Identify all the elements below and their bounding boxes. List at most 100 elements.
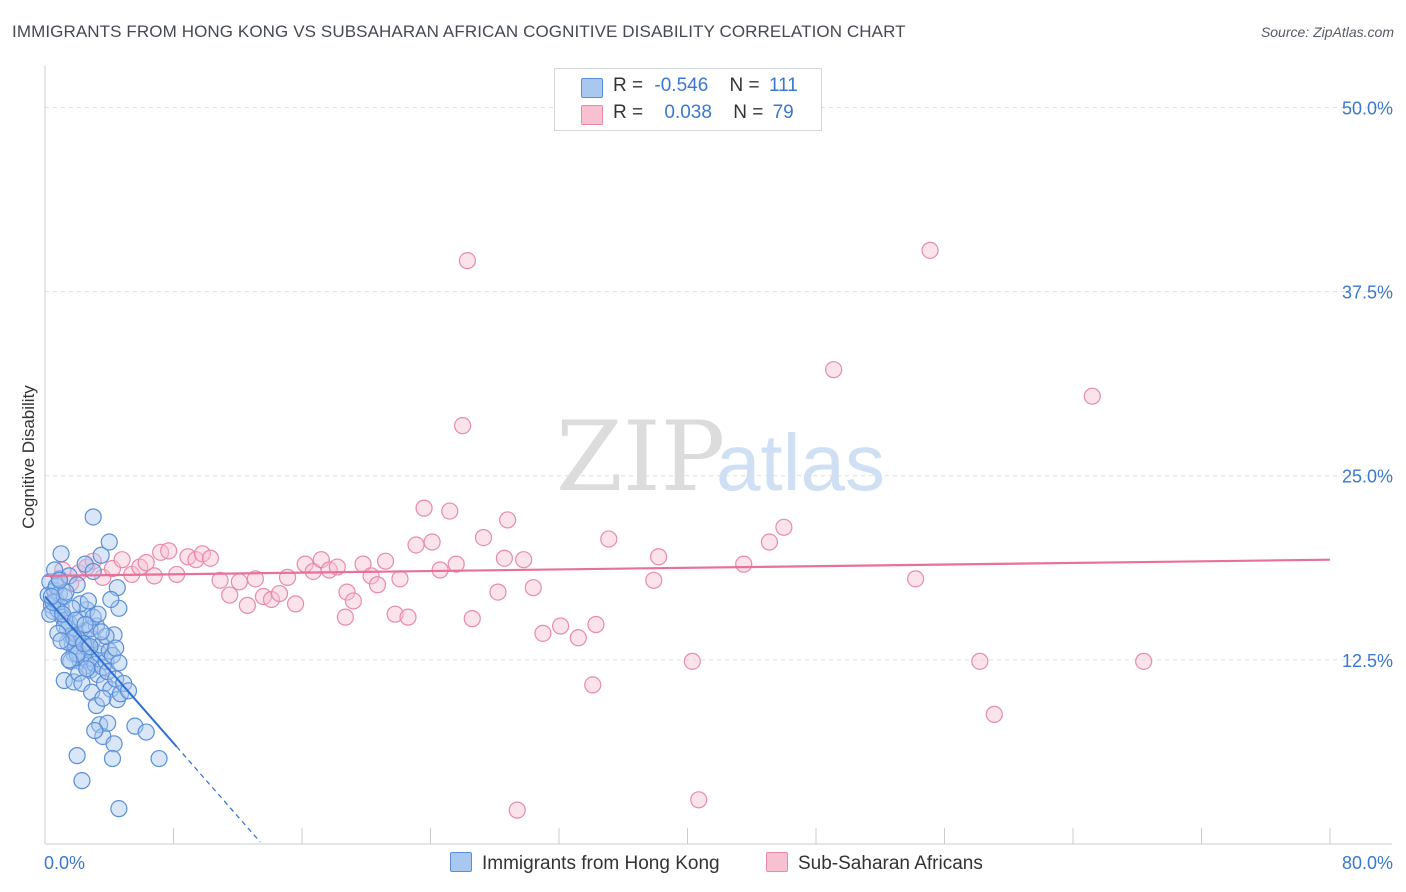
hong-kong-point [107,639,125,657]
bottom-legend-label: Sub-Saharan Africans [798,853,983,874]
sub-saharan-point [415,499,433,517]
sub-saharan-point [230,573,248,591]
hong-kong-point [68,747,86,765]
sub-saharan-point [270,584,289,603]
legend-swatch-pink [581,105,603,125]
correlation-legend: R = -0.546 N = 111 R = 0.038 N = 79 [554,68,822,131]
source-label: Source: ZipAtlas.com [1260,24,1394,40]
legend-r-value: 0.038 [664,102,712,123]
hong-kong-point [89,605,107,623]
sub-saharan-point [286,595,305,613]
y-tick-label: 12.5% [1342,651,1393,671]
sub-saharan-point [906,570,925,588]
hong-kong-point [137,723,155,741]
sub-saharan-point [985,705,1003,723]
hong-kong-point [105,735,123,753]
legend-swatch-blue [581,78,603,98]
bottom-legend-sub-saharan: Sub-Saharan Africans [766,852,983,875]
hong-kong-point [79,592,97,610]
sub-saharan-point [441,502,459,520]
sub-saharan-point [495,549,513,567]
sub-saharan-point [971,652,989,670]
hong-kong-point [60,651,78,669]
sub-saharan-point [463,610,481,628]
hong-kong-point [94,689,112,707]
sub-saharan-point [534,624,552,642]
sub-saharan-point [344,592,362,610]
legend-n-label: N = [733,102,764,123]
hong-kong-point [102,590,120,609]
sub-saharan-point [524,579,542,597]
hong-kong-trendline [44,595,178,748]
sub-saharan-point [552,617,570,635]
sub-saharan-point [649,548,668,566]
hong-kong-point [92,546,110,564]
sub-saharan-point [499,511,517,529]
sub-saharan-point [376,552,395,570]
sub-saharan-point [391,570,409,588]
sub-saharan-point [338,583,356,601]
sub-saharan-point [193,545,212,563]
y-axis-label: Cognitive Disability [19,385,38,529]
sub-saharan-trendline [44,558,1331,577]
y-tick-label: 37.5% [1342,283,1393,303]
sub-saharan-point [508,801,526,819]
hong-kong-point [52,545,70,563]
legend-r-label: R = [613,75,644,96]
y-tick-label: 50.0% [1342,98,1393,118]
hong-kong-point [46,561,64,579]
sub-saharan-point [683,652,701,670]
hong-kong-point [86,721,104,740]
sub-saharan-point [474,528,493,547]
sub-saharan-point [246,570,265,588]
trendlines [44,558,1331,843]
hong-kong-point [100,533,118,551]
legend-n-label: N = [729,75,760,96]
legend-r-label: R = [613,102,644,123]
sub-saharan-point [137,554,155,572]
gridlines [45,106,1392,661]
sub-saharan-point [1083,387,1101,405]
sub-saharan-point [454,417,472,435]
sub-saharan-point [423,533,441,551]
sub-saharan-point [1135,652,1153,670]
legend-r-value: -0.546 [654,75,709,96]
sub-saharan-point [921,241,939,259]
hong-kong-point [103,749,122,768]
hong-kong-point [78,660,96,678]
sub-saharan-point [584,676,602,694]
sub-saharan-point [587,615,605,634]
sub-saharan-point [201,549,220,567]
bottom-legend-swatch-pink [766,852,788,872]
sub-saharan-point [775,518,793,536]
sub-saharan-point [211,571,229,589]
sub-saharan-point [221,586,239,604]
sub-saharan-point [489,583,507,601]
bottom-legend-hong-kong: Immigrants from Hong Kong [450,852,720,875]
sub-saharan-point [399,608,417,626]
legend-n-value: 79 [772,102,794,123]
hong-kong-point [92,623,110,641]
sub-saharan-point [328,558,346,576]
sub-saharan-point [690,791,708,809]
x-tick-label: 80.0% [1342,853,1393,873]
sub-saharan-point [760,533,779,551]
sub-saharan-point [145,567,163,585]
sub-saharan-point [600,530,618,548]
x-tick-label: 0.0% [44,853,85,873]
hong-kong-point [84,508,102,526]
sub-saharan-point [407,536,425,554]
hong-kong-trendline-extension [176,746,261,843]
sub-saharan-point [735,555,753,573]
watermark: ZIP atlas [556,401,885,513]
hong-kong-point [73,772,91,790]
tick-labels: 12.5% 25.0% 37.5% 50.0% 0.0% 80.0% [44,98,1393,873]
legend-n-value: 111 [768,75,798,96]
sub-saharan-point [447,555,465,573]
y-tick-label: 25.0% [1342,467,1393,487]
hong-kong-point [110,800,128,818]
hong-kong-point [150,749,168,768]
hong-kong-point [70,664,88,682]
chart-title: IMMIGRANTS FROM HONG KONG VS SUBSAHARAN … [12,22,906,41]
